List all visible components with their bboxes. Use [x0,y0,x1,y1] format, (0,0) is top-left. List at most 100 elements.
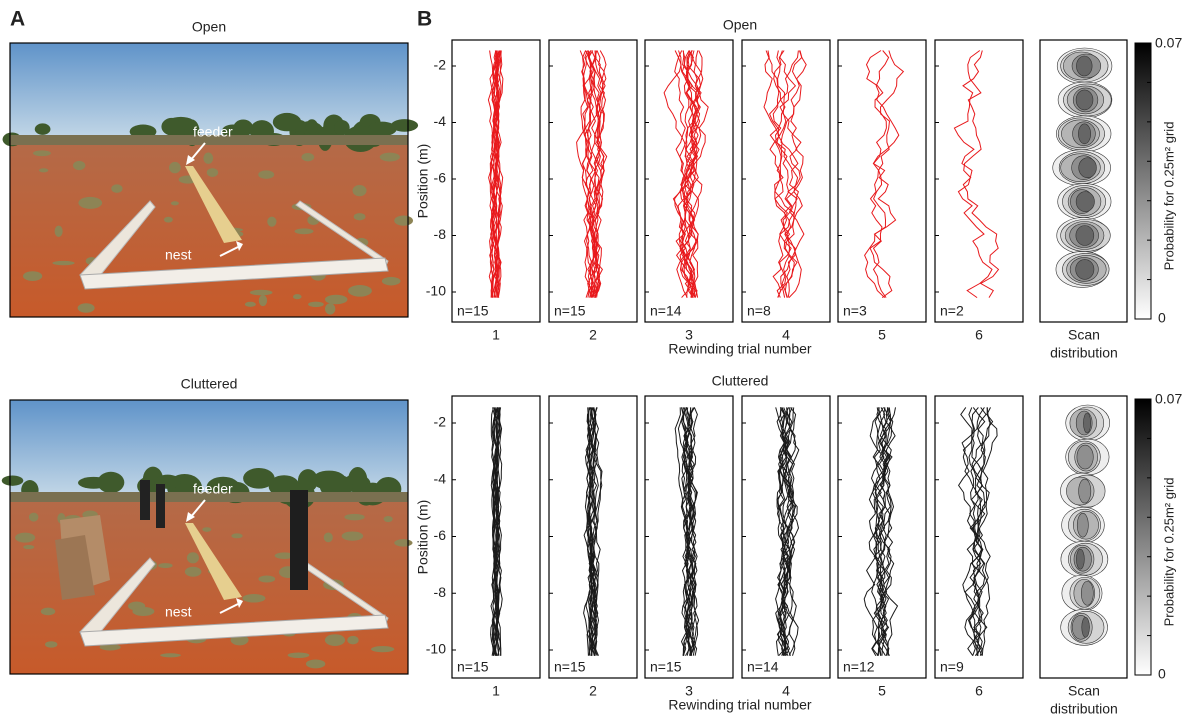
y-tick-label: -4 [434,470,447,486]
count-label: n=15 [554,659,586,675]
colorbar-tick-label: 0.07 [1155,391,1182,407]
trajectory [963,407,990,655]
y-tick-label: -4 [434,113,447,129]
shrub [325,634,345,646]
contour [1076,226,1094,246]
contour [1076,192,1094,212]
shrub [187,552,199,563]
photo-title: Cluttered [181,376,238,392]
colorbar-label: Probability for 0.25m² grid [1161,122,1176,271]
photo-label: feeder [193,124,233,140]
scan-label: distribution [1050,345,1118,361]
colorbar-tick-label: 0.07 [1155,35,1182,51]
shrub [295,228,314,234]
shrub [132,607,154,616]
shrub [202,527,211,532]
y-axis-label: Position (m) [415,500,431,575]
x-tick-label: 5 [878,683,886,699]
tree [97,472,124,493]
trajectory [963,51,998,298]
y-tick-label: -6 [434,527,447,543]
colorbar [1135,43,1151,319]
shrub [308,302,324,307]
photo-label: nest [165,247,192,263]
shrub [354,213,366,220]
count-label: n=3 [843,303,867,319]
contour [1077,445,1093,469]
shrub [52,261,74,265]
plot-frame [742,40,830,322]
count-label: n=8 [747,303,771,319]
y-tick-label: -10 [426,283,446,299]
shrub [39,168,48,172]
object [156,484,165,528]
photo-label: feeder [193,481,233,497]
shrub [353,185,367,196]
count-label: n=15 [457,659,489,675]
count-label: n=2 [940,303,964,319]
x-tick-label: 4 [782,683,790,699]
count-label: n=15 [650,659,682,675]
y-tick-label: -2 [434,414,447,430]
shrub [15,533,35,543]
x-tick-label: 1 [492,683,500,699]
colorbar-label: Probability for 0.25m² grid [1161,478,1176,627]
photo-label: nest [165,604,192,620]
x-tick-label: 3 [685,683,693,699]
x-axis-label: Rewinding trial number [668,697,812,713]
contour [1077,513,1088,537]
colorbar [1135,399,1151,675]
plot-frame [935,40,1023,322]
shrub [347,636,358,644]
x-tick-label: 6 [975,683,983,699]
shrub [267,217,276,227]
photo-title: Open [192,19,226,35]
shrub [380,153,400,162]
shrub [73,161,85,170]
shrub [382,277,401,286]
shrub [301,153,314,161]
y-tick-label: -6 [434,170,447,186]
shrub [78,303,95,312]
scan-label: Scan [1068,327,1100,343]
shrub [29,513,38,522]
shrub [259,295,267,306]
count-label: n=14 [650,303,682,319]
count-label: n=14 [747,659,779,675]
contour [1081,581,1093,605]
tree [391,119,418,132]
contour [1079,479,1091,503]
shrub [160,653,181,657]
tree [161,118,182,136]
photo [2,400,413,674]
y-tick-label: -8 [434,226,447,242]
y-axis-label: Position (m) [415,144,431,219]
x-tick-label: 1 [492,327,500,343]
scan-label: distribution [1050,701,1118,717]
x-axis-label: Rewinding trial number [668,341,812,357]
object [140,480,150,520]
shrub [45,641,57,647]
count-label: n=9 [940,659,964,675]
contour [1082,617,1090,637]
figure: A B OpenfeedernestClutteredfeedernestOpe… [0,0,1197,718]
trajectory [954,51,992,298]
contour [1076,56,1092,76]
colorbar-tick-label: 0 [1158,666,1166,682]
trajectory [870,51,903,298]
shrub [171,201,179,205]
shrub [245,302,256,307]
x-tick-label: 2 [589,327,597,343]
contour [1076,259,1094,279]
tree [233,119,253,136]
shrub [324,532,333,542]
panel-label: A [10,8,25,31]
x-tick-label: 5 [878,327,886,343]
shrub [394,216,413,226]
shrub [250,290,273,296]
shrub [242,594,265,603]
contour [1078,124,1090,144]
shrub [371,646,394,652]
count-label: n=15 [554,303,586,319]
trajectory [766,51,802,298]
